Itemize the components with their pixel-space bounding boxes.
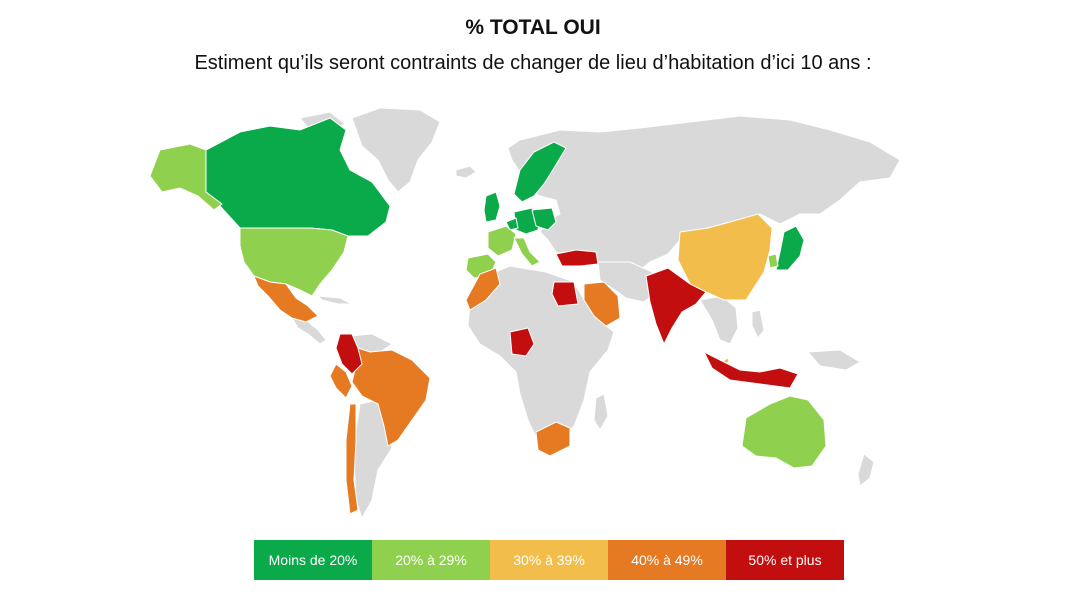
legend: Moins de 20% 20% à 29% 30% à 39% 40% à 49% 5… bbox=[254, 540, 844, 580]
madagascar bbox=[593, 393, 609, 431]
region-nigeria bbox=[509, 327, 535, 357]
region-morocco bbox=[465, 267, 501, 311]
region-sweden bbox=[513, 141, 567, 203]
southeast-asia bbox=[699, 295, 739, 345]
region-indonesia bbox=[702, 350, 799, 389]
region-egypt bbox=[551, 281, 579, 307]
region-south-africa bbox=[535, 421, 571, 457]
legend-item-3: 40% à 49% bbox=[608, 540, 726, 580]
region-netherlands bbox=[505, 217, 519, 231]
region-saudi-arabia bbox=[583, 281, 621, 327]
colored-regions bbox=[149, 117, 827, 515]
region-poland bbox=[531, 207, 557, 231]
no-data-landmass bbox=[291, 107, 901, 520]
region-france bbox=[487, 225, 517, 257]
region-turkey bbox=[555, 249, 599, 267]
region-chile bbox=[345, 403, 359, 515]
region-australia bbox=[741, 395, 827, 469]
region-brazil bbox=[351, 345, 431, 447]
legend-item-1: 20% à 29% bbox=[372, 540, 490, 580]
central-america bbox=[291, 317, 327, 345]
region-peru bbox=[329, 363, 353, 399]
region-colombia bbox=[335, 333, 363, 375]
legend-item-4: 50% et plus bbox=[726, 540, 844, 580]
new-guinea bbox=[806, 349, 861, 371]
greenland bbox=[351, 107, 441, 193]
region-japan bbox=[775, 225, 805, 271]
region-usa bbox=[239, 227, 349, 297]
legend-item-2: 30% à 39% bbox=[490, 540, 608, 580]
region-mexico bbox=[253, 275, 319, 323]
map-title: % TOTAL OUI bbox=[465, 16, 601, 39]
region-uk bbox=[483, 191, 501, 223]
region-alaska bbox=[149, 143, 223, 211]
iceland bbox=[455, 165, 477, 179]
region-south-korea bbox=[767, 253, 779, 269]
new-zealand bbox=[857, 453, 875, 487]
region-india bbox=[645, 267, 707, 346]
map-subtitle: Estiment qu’ils seront contraints de cha… bbox=[194, 52, 872, 74]
legend-item-0: Moins de 20% bbox=[254, 540, 372, 580]
africa bbox=[467, 265, 615, 447]
region-italy bbox=[513, 237, 541, 267]
philippines bbox=[751, 309, 765, 339]
cuba bbox=[316, 295, 353, 305]
